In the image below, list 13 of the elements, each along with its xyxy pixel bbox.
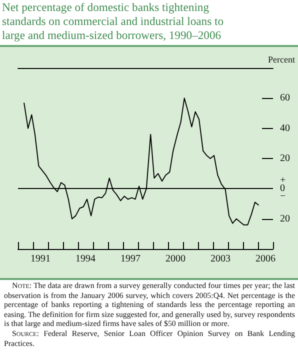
y-tick-label: 40 — [280, 122, 290, 134]
y-tick-label: + 0 − — [280, 175, 286, 202]
y-axis-title: Percent — [268, 54, 296, 64]
y-tick-label: 60 — [280, 92, 290, 104]
chart-title: Net percentage of domestic banks tightening standards on commercial and industrial loans to large and medium-sized borrowers, 1990–2006 — [2, 1, 225, 43]
x-tick-label: 1991 — [30, 254, 50, 264]
y-tick-label: 20 — [280, 153, 290, 164]
y-tick-label: 20 — [280, 213, 290, 224]
x-tick-label: 2000 — [166, 254, 186, 264]
x-tick-label: 2006 — [256, 254, 276, 264]
x-tick-label: 1997 — [120, 254, 140, 264]
x-tick-label: 2003 — [210, 254, 230, 264]
x-tick-label: 1994 — [76, 254, 96, 264]
